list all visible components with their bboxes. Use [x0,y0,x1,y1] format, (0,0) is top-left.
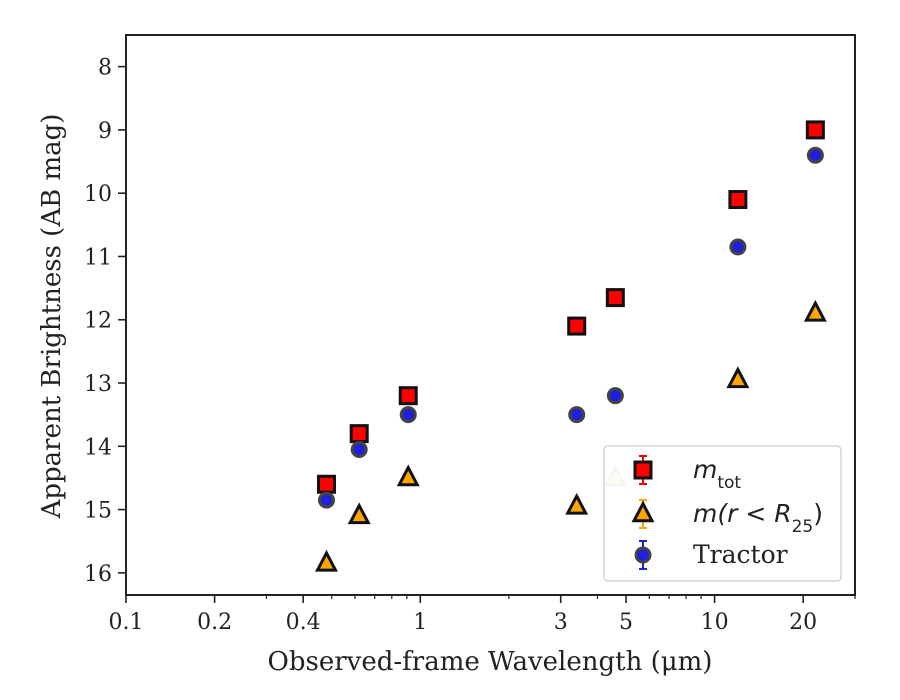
y-tick-label: 8 [98,56,112,81]
x-axis-label: Observed-frame Wavelength (μm) [268,647,713,677]
triangle-marker [347,502,371,525]
x-tick-label: 5 [619,610,633,635]
triangle-marker [726,366,750,389]
triangle-marker [803,299,827,322]
plot-area-frame [125,34,856,596]
square-marker [316,474,336,494]
circle-marker [806,146,824,164]
x-tick-label: 0.2 [197,610,232,635]
circle-marker [568,406,586,424]
circle-marker [317,491,335,509]
legend-entry: Tractor [634,540,788,570]
legend-entry: mtot [633,455,741,493]
legend-label: mtot [693,455,741,493]
circle-marker [634,546,652,564]
circle-marker [729,238,747,256]
legend-label: m(r < R25) [693,499,823,537]
y-tick-label: 11 [84,245,112,270]
x-tick-label: 3 [554,610,568,635]
legend-label: Tractor [693,540,788,569]
triangle-marker [315,549,338,572]
y-axis-label: Apparent Brightness (AB mag) [37,114,67,520]
square-marker [805,120,825,140]
x-tick-label: 10 [701,610,729,635]
square-marker [567,316,587,336]
square-marker [728,190,748,210]
legend: mtot m(r < R25) Tractor [603,445,842,582]
square-marker [349,424,369,444]
legend-entry: m(r < R25) [631,499,823,537]
x-tick-label: 20 [789,610,817,635]
x-tick-label: 0.1 [109,610,144,635]
y-tick-label: 15 [84,499,112,524]
square-marker [398,386,418,406]
square-marker [633,460,653,480]
circle-marker [399,406,417,424]
circle-marker [606,387,624,405]
x-tick-label: 0.4 [286,610,321,635]
x-tick-label: 1 [413,610,427,635]
circle-marker [350,440,368,458]
triangle-marker [565,492,589,515]
y-tick-label: 13 [84,372,112,397]
triangle-marker [396,464,420,487]
legend-box [603,445,842,582]
y-tick-label: 12 [84,309,112,334]
square-marker [605,288,625,308]
y-tick-label: 9 [98,119,112,144]
y-tick-label: 14 [84,435,112,460]
y-tick-label: 16 [84,562,112,587]
y-tick-label: 10 [84,182,112,207]
triangle-marker [631,500,655,523]
